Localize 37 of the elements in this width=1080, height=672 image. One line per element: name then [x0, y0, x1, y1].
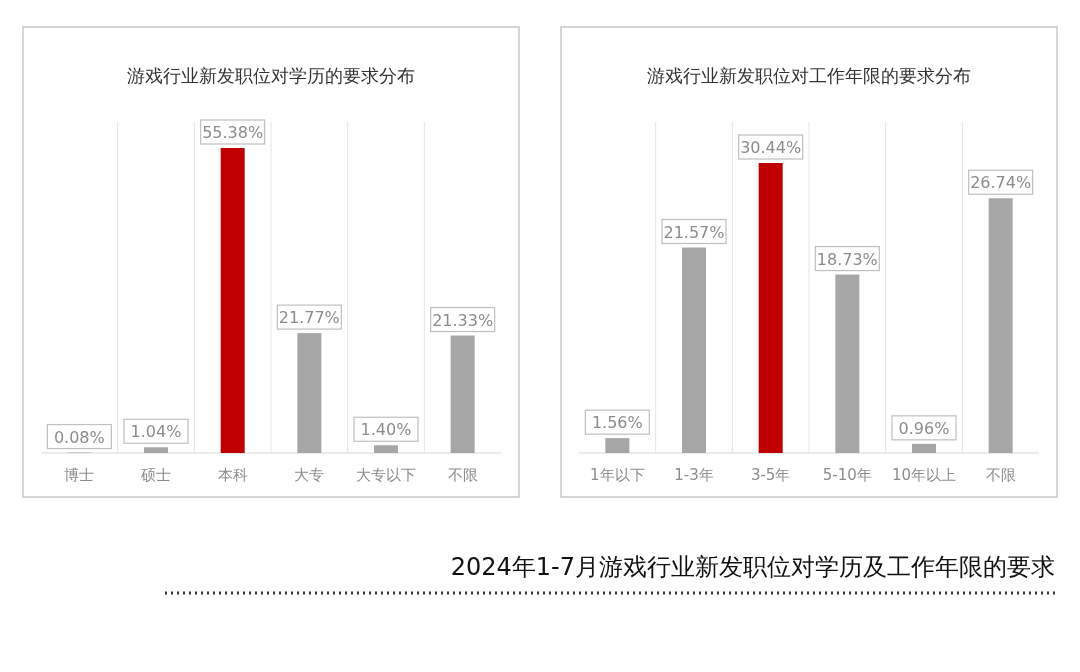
- bar: [835, 274, 860, 453]
- text: 2024年1-7月游戏行业新发职位对学历及工作年限的要求: [450, 553, 1055, 581]
- x-tick-label: 不限: [447, 466, 478, 484]
- x-tick-label: 不限: [985, 466, 1016, 484]
- data-label: 30.44%: [740, 138, 802, 157]
- bar: [374, 445, 398, 453]
- x-tick-label: 10年以上: [891, 466, 957, 484]
- data-label: 0.96%: [898, 418, 950, 438]
- data-label: 21.77%: [278, 308, 340, 328]
- data-label: 21.57%: [663, 222, 725, 242]
- x-tick-label: 大专以下: [356, 466, 416, 484]
- x-tick-label: 硕士: [140, 466, 171, 484]
- chart-title: 游戏行业新发职位对学历的要求分布: [127, 65, 415, 86]
- x-tick-label: 3-5年: [750, 466, 791, 484]
- bar: [450, 335, 475, 453]
- x-tick-label: 5-10年: [822, 466, 872, 484]
- chart-title: 游戏行业新发职位对工作年限的要求分布: [647, 65, 971, 86]
- x-tick-label: 本科: [217, 466, 248, 484]
- bar: [144, 447, 168, 453]
- bar: [297, 333, 322, 453]
- data-label: 1.04%: [130, 422, 182, 442]
- bar: [220, 148, 245, 453]
- data-label: 21.33%: [432, 310, 494, 330]
- bar: [988, 198, 1013, 453]
- data-label: 0.08%: [53, 427, 105, 447]
- data-label: 55.38%: [202, 123, 264, 142]
- data-label: 1.56%: [591, 413, 643, 433]
- x-tick-label: 1-3年: [674, 466, 714, 484]
- x-tick-label: 大专: [294, 466, 325, 484]
- x-tick-label: 1年以下: [590, 466, 645, 484]
- bar: [605, 438, 630, 453]
- bar: [758, 163, 783, 453]
- data-label: 18.73%: [816, 249, 878, 269]
- data-label: 26.74%: [970, 173, 1032, 193]
- data-label: 1.40%: [360, 420, 412, 440]
- bar: [912, 443, 936, 453]
- x-tick-label: 博士: [64, 466, 95, 484]
